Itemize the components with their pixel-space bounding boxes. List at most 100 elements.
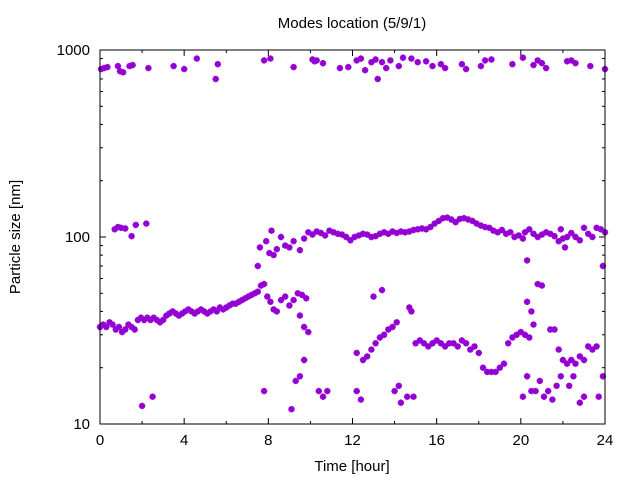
data-point [111, 226, 118, 233]
data-point [576, 399, 583, 406]
data-point [166, 310, 173, 317]
data-point [260, 387, 268, 395]
data-point [248, 291, 255, 299]
data-point [507, 229, 514, 236]
data-point [471, 343, 478, 350]
data-point [263, 237, 270, 245]
data-point [305, 328, 312, 336]
data-point [145, 64, 152, 72]
data-point [593, 224, 600, 232]
data-point [418, 225, 426, 232]
data-point [188, 308, 195, 315]
data-point [437, 340, 445, 347]
data-point [456, 215, 463, 223]
data-point [448, 216, 455, 223]
data-point [147, 316, 154, 324]
data-point [399, 54, 407, 61]
data-point [441, 64, 449, 72]
data-point [458, 60, 466, 68]
data-point [156, 319, 164, 326]
data-point [216, 304, 224, 311]
data-point [115, 323, 123, 331]
data-point [498, 226, 506, 234]
data-point [277, 296, 285, 304]
data-point [117, 224, 125, 232]
data-point [557, 226, 564, 233]
data-point [267, 298, 274, 305]
data-point [378, 286, 386, 294]
data-point [475, 349, 482, 357]
data-point [393, 319, 400, 326]
data-point [481, 57, 489, 64]
data-point [589, 346, 596, 353]
data-point [408, 308, 415, 315]
data-point [197, 306, 205, 313]
data-point [385, 326, 392, 333]
data-point [213, 308, 221, 315]
data-point [180, 65, 188, 73]
data-point [519, 54, 527, 61]
data-point [576, 353, 583, 360]
data-point [134, 316, 142, 324]
data-point [599, 373, 607, 380]
data-point [401, 229, 409, 236]
data-point [570, 373, 577, 380]
data-point [294, 290, 301, 297]
data-point [446, 340, 453, 347]
data-point [486, 224, 493, 232]
data-point [494, 229, 501, 236]
data-point [260, 280, 268, 288]
data-point [511, 233, 518, 241]
data-point [555, 237, 562, 245]
data-point [563, 58, 571, 65]
data-point [462, 65, 470, 73]
data-point [336, 64, 344, 72]
data-point [300, 235, 308, 242]
data-point [264, 293, 271, 300]
data-points [96, 54, 609, 413]
data-point [361, 66, 369, 74]
data-point [170, 62, 177, 70]
data-point [406, 304, 413, 311]
data-point [150, 314, 157, 321]
data-point [488, 56, 495, 63]
data-point [181, 308, 189, 315]
data-point [282, 293, 289, 300]
data-point [214, 60, 222, 68]
data-point [355, 232, 362, 239]
data-point [290, 63, 297, 71]
data-point [572, 233, 579, 241]
data-point [296, 246, 304, 254]
data-point [251, 290, 258, 297]
data-point [290, 237, 297, 245]
data-point [191, 310, 198, 317]
x-tick-label: 16 [428, 432, 445, 449]
data-point [568, 229, 575, 237]
data-point [387, 57, 394, 64]
data-point [315, 387, 322, 395]
data-point [572, 360, 579, 367]
data-point [385, 230, 392, 238]
data-point [479, 364, 487, 371]
data-point [414, 59, 421, 66]
data-point [313, 57, 320, 64]
data-point [292, 377, 299, 385]
data-point [534, 280, 541, 288]
data-point [245, 293, 252, 300]
data-point [435, 217, 442, 225]
data-point [223, 304, 230, 311]
data-point [319, 60, 327, 67]
data-point [551, 232, 558, 240]
data-point [175, 312, 183, 319]
data-point [235, 298, 243, 305]
data-point [433, 337, 440, 344]
data-point [549, 396, 556, 403]
data-point [194, 308, 202, 315]
data-point [515, 232, 522, 239]
y-tick-label: 1000 [57, 42, 90, 59]
data-point [260, 57, 268, 64]
data-point [119, 69, 127, 76]
data-point [532, 387, 539, 395]
x-tick-label: 8 [264, 432, 272, 449]
